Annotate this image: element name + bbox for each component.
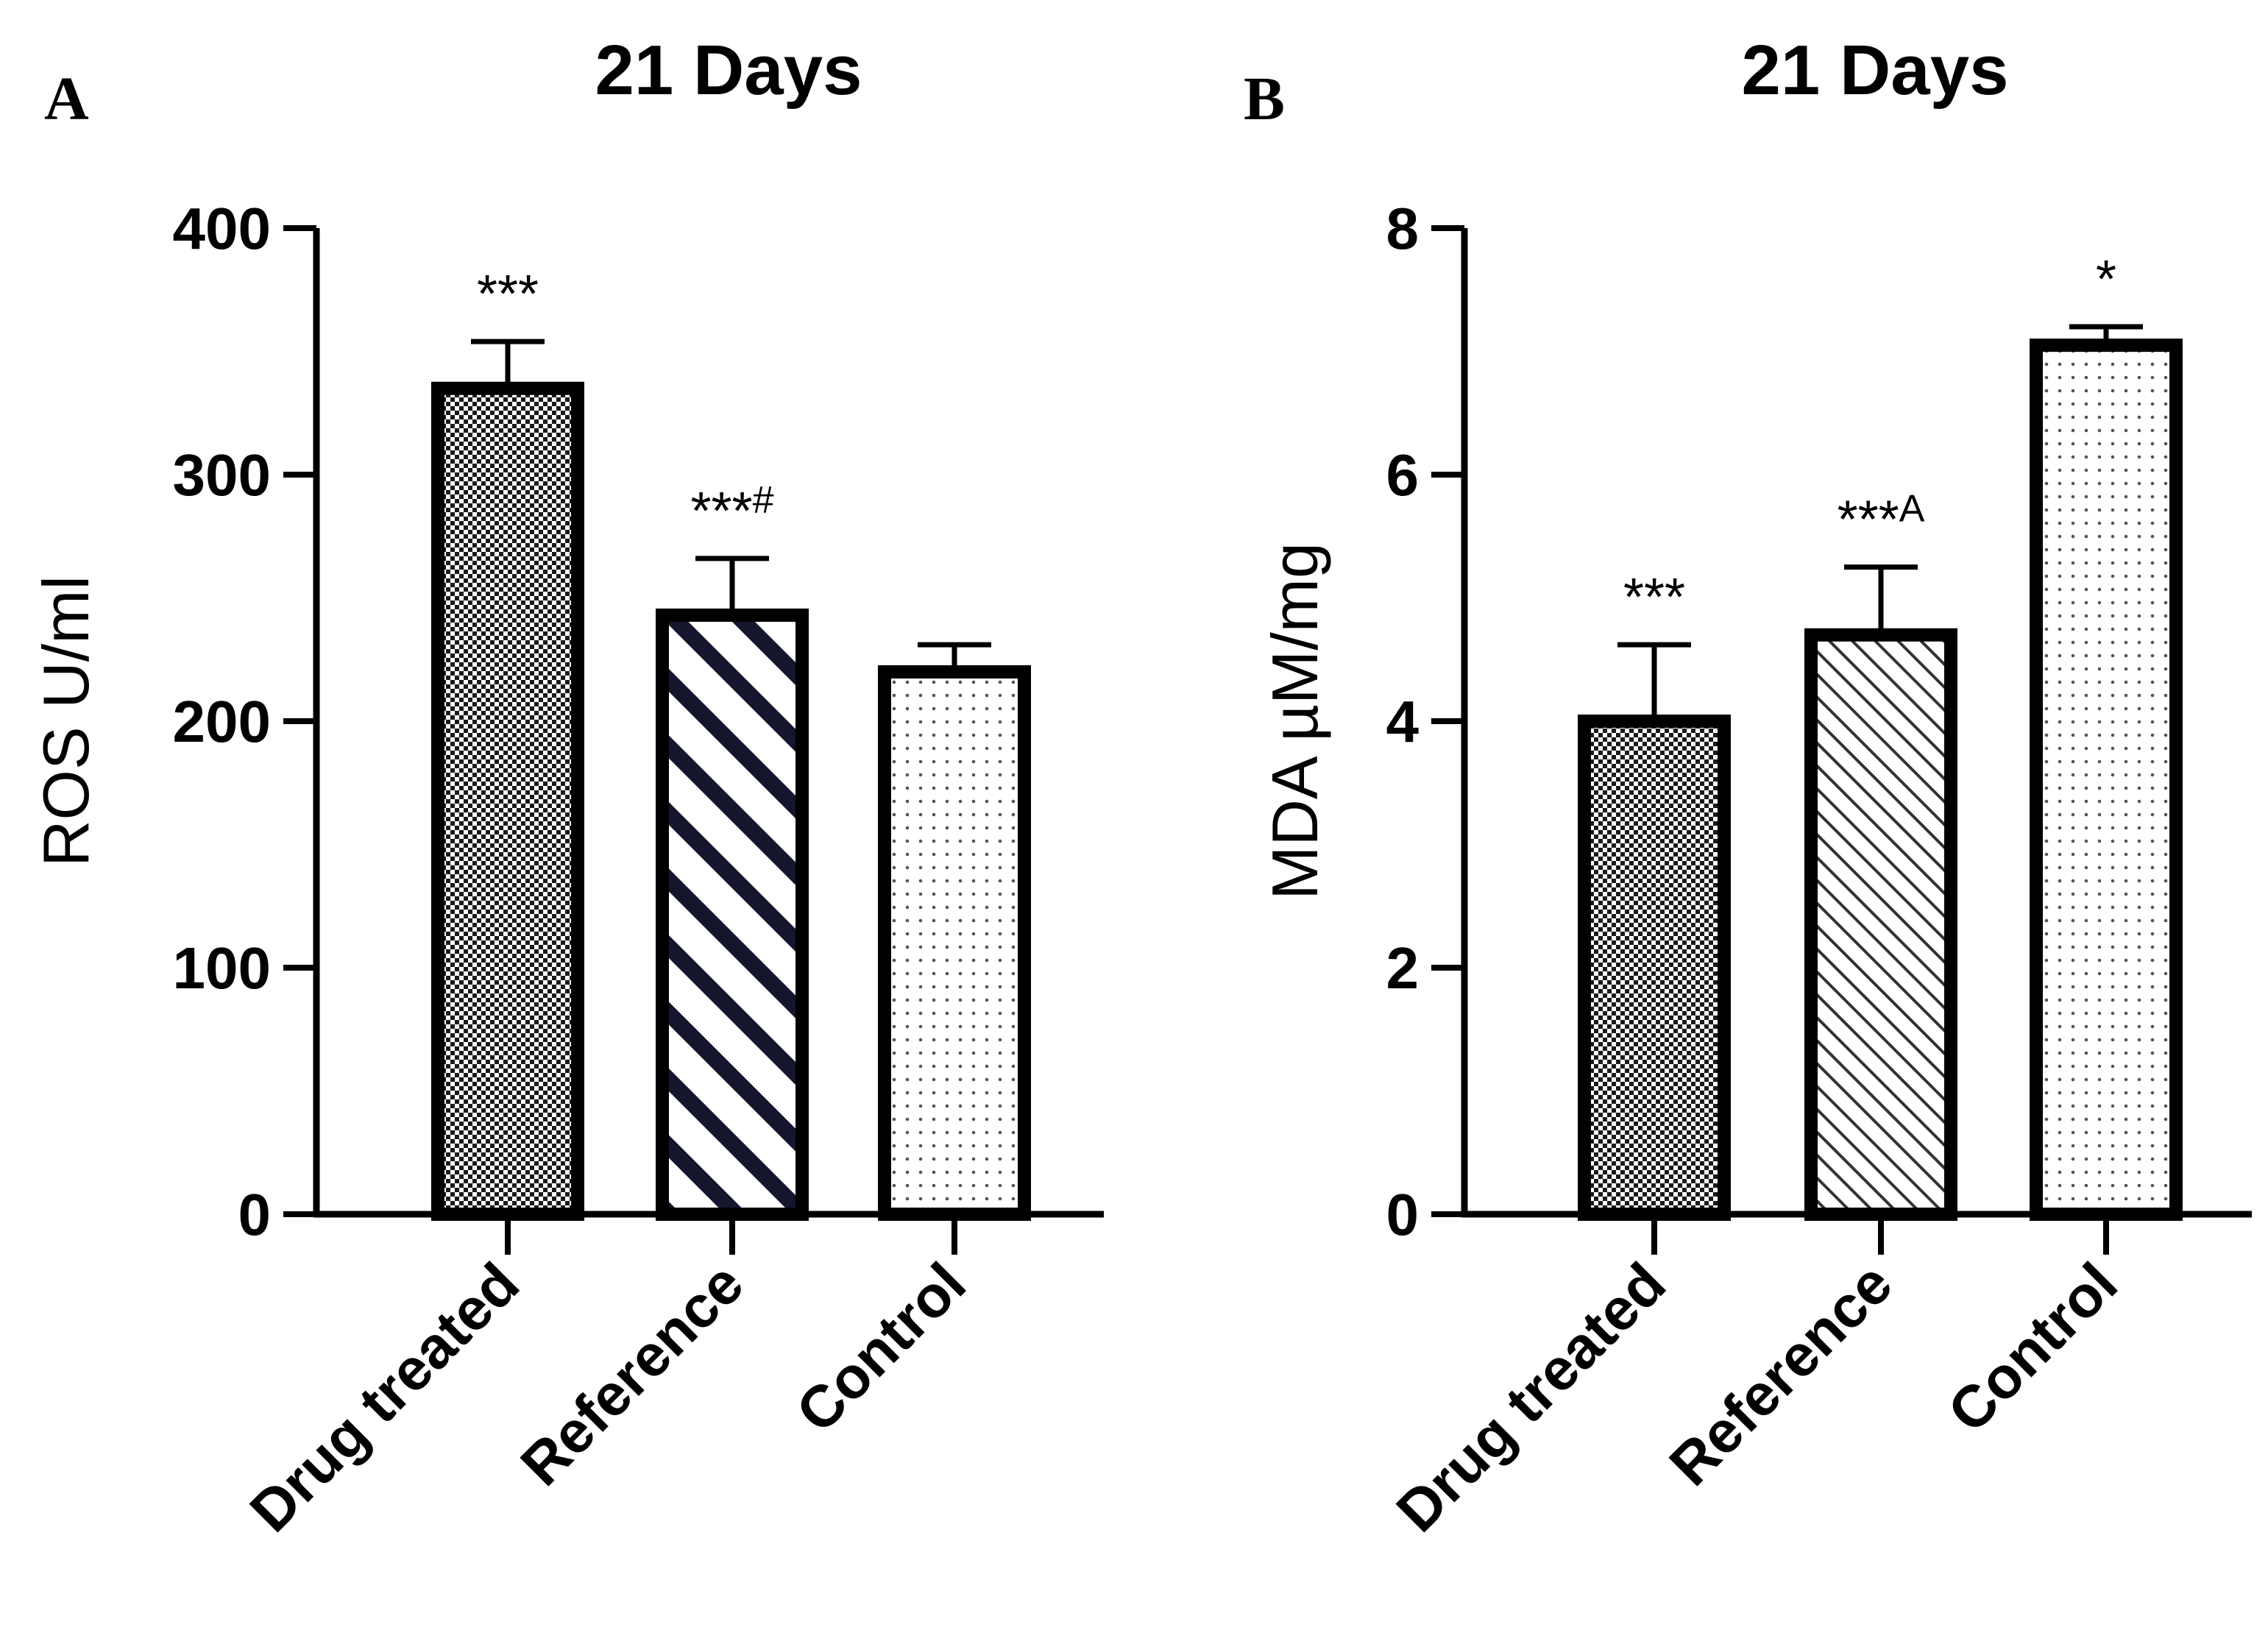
panel-b-title: 21 Days (1742, 31, 2009, 110)
panel-b-y-axis-label: MDA µM/mg (1258, 542, 1331, 900)
panel-a-significance-label: *** (477, 265, 539, 324)
panel-b-y-tick-label: 6 (1386, 442, 1420, 508)
panel-b-y-tick-label: 8 (1386, 196, 1420, 261)
panel-b-significance-label: * (2096, 250, 2116, 309)
panel-a-y-tick-label: 200 (173, 689, 271, 754)
panel-a-category-label: Reference (508, 1250, 756, 1498)
panel-a-title: 21 Days (595, 31, 862, 110)
panel-letter-a: A (44, 65, 89, 133)
panel-a-y-tick-label: 300 (173, 442, 271, 508)
panel-b-y-tick-label: 0 (1386, 1182, 1420, 1247)
panel-a-plot: *** Drug treated ***# Reference Control 0 100 2… (173, 196, 1104, 1544)
panel-a-bar (878, 665, 1031, 1221)
panel-b-category-label: Reference (1657, 1250, 1904, 1498)
panel-b-plot: *** Drug treated ***A Reference * Control 0 2 4 6… (1384, 196, 2252, 1544)
panel-b-y-tick-label: 4 (1386, 689, 1420, 754)
panel-letter-b: B (1244, 65, 1285, 133)
panel-a: A 21 Days ROS U/ml *** Drug treated ***# Re… (29, 31, 1104, 1544)
panel-b-significance-label: ***A (1838, 488, 1925, 550)
panel-a-y-tick-label: 400 (173, 196, 271, 261)
panel-a-significance-label: ***# (691, 479, 774, 541)
panel-b-bar (2030, 339, 2183, 1221)
panel-a-bar (656, 608, 809, 1221)
panel-b-category-label: Control (1935, 1250, 2130, 1445)
panel-a-y-axis-label: ROS U/ml (29, 575, 102, 867)
panel-a-y-tick-label: 0 (238, 1182, 272, 1247)
panel-a-category-label: Drug treated (238, 1250, 531, 1544)
panel-a-bar (431, 381, 584, 1221)
panel-b-category-label: Drug treated (1384, 1250, 1678, 1544)
panel-a-category-label: Control (784, 1250, 978, 1445)
panel-b-bar (1804, 628, 1957, 1221)
panel-b: B 21 Days MDA µM/mg *** Drug treated ***A R… (1244, 31, 2252, 1544)
panel-a-y-tick-label: 100 (173, 935, 271, 1001)
panel-b-significance-label: *** (1623, 568, 1685, 627)
panel-b-y-tick-label: 2 (1386, 935, 1420, 1001)
panel-b-bar (1578, 715, 1731, 1221)
